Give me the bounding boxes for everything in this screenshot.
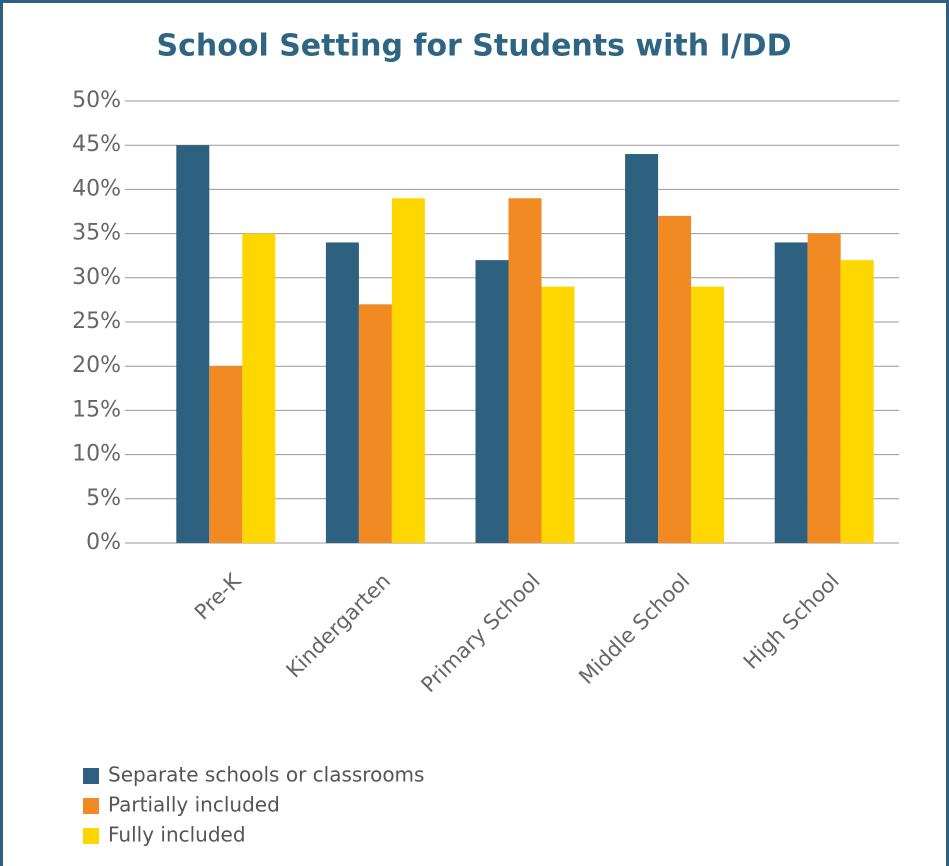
x-tick-label: Primary School — [416, 569, 544, 697]
x-tick-label: High School — [739, 569, 844, 674]
bar — [541, 286, 575, 543]
bar — [807, 233, 841, 543]
y-tick-label: 0% — [86, 530, 121, 555]
chart-title: School Setting for Students with I/DD — [157, 29, 792, 64]
y-tick-label: 25% — [72, 309, 121, 334]
legend-swatch — [83, 798, 99, 814]
y-tick-label: 50% — [72, 88, 121, 113]
legend-label: Partially included — [108, 793, 280, 817]
legend-swatch — [83, 828, 99, 844]
y-tick-label: 30% — [72, 265, 121, 290]
bar — [508, 198, 542, 544]
legend-swatch — [83, 768, 99, 784]
y-tick-label: 40% — [72, 176, 121, 201]
x-tick-label: Pre-K — [190, 568, 247, 625]
y-tick-label: 45% — [72, 132, 121, 157]
y-tick-label: 20% — [72, 353, 121, 378]
bar — [691, 286, 725, 543]
legend-label: Separate schools or classrooms — [108, 763, 424, 787]
bar — [625, 154, 659, 544]
x-tick-label: Kindergarten — [282, 569, 396, 683]
y-tick-label: 5% — [86, 486, 121, 511]
y-tick-label: 15% — [72, 397, 121, 422]
y-tick-label: 10% — [72, 442, 121, 467]
bar — [242, 233, 276, 543]
bar — [391, 198, 425, 544]
bar — [475, 260, 509, 543]
bar — [358, 304, 392, 543]
bar — [840, 260, 874, 543]
legend-label: Fully included — [108, 823, 246, 847]
y-tick-label: 35% — [72, 221, 121, 246]
bar — [325, 242, 359, 543]
bar — [176, 145, 210, 543]
bar — [658, 215, 692, 544]
bar — [774, 242, 808, 543]
bar — [209, 366, 243, 543]
x-tick-label: Middle School — [574, 569, 694, 689]
